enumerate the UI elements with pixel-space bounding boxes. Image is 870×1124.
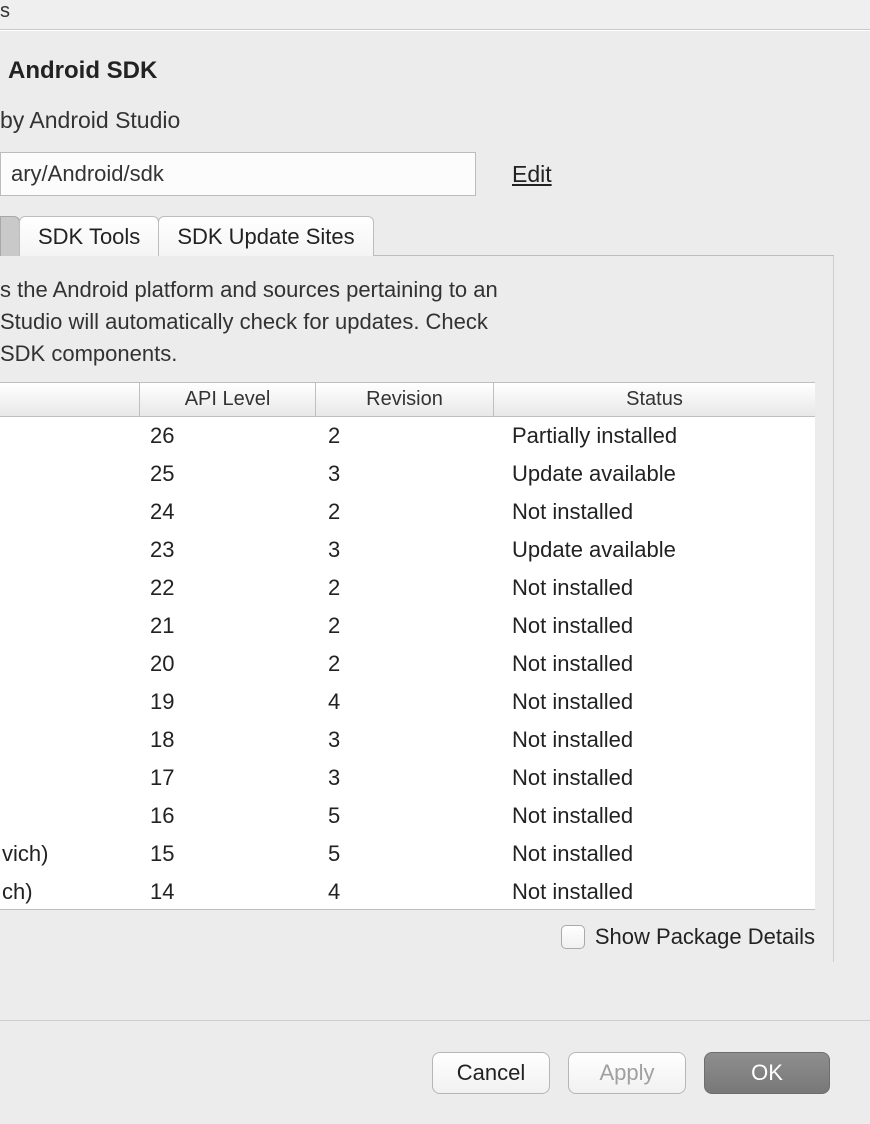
cell-status: Not installed — [494, 613, 815, 639]
table-row[interactable]: 194Not installed — [0, 683, 815, 721]
tab-sdk-tools[interactable]: SDK Tools — [19, 216, 159, 256]
cell-name: ch) — [0, 879, 140, 905]
cell-status: Update available — [494, 461, 815, 487]
cancel-button[interactable]: Cancel — [432, 1052, 550, 1094]
button-label: Cancel — [457, 1060, 525, 1086]
show-package-details-checkbox[interactable] — [561, 925, 585, 949]
cell-status: Not installed — [494, 841, 815, 867]
panel-inner: s the Android platform and sources perta… — [0, 256, 833, 962]
cell-api-level: 21 — [140, 613, 316, 639]
col-header-label: Revision — [366, 388, 443, 411]
show-package-details-label: Show Package Details — [595, 924, 815, 950]
table-row[interactable]: 222Not installed — [0, 569, 815, 607]
cell-revision: 4 — [316, 879, 494, 905]
cell-api-level: 25 — [140, 461, 316, 487]
cell-revision: 4 — [316, 689, 494, 715]
cell-status: Not installed — [494, 879, 815, 905]
col-header-name[interactable] — [0, 383, 140, 416]
cell-revision: 2 — [316, 613, 494, 639]
table-row[interactable]: 212Not installed — [0, 607, 815, 645]
col-header-api-level[interactable]: API Level — [140, 383, 316, 416]
cell-revision: 2 — [316, 423, 494, 449]
cell-status: Partially installed — [494, 423, 815, 449]
cell-status: Not installed — [494, 765, 815, 791]
cell-api-level: 22 — [140, 575, 316, 601]
cell-status: Not installed — [494, 803, 815, 829]
tab-label: SDK Tools — [38, 224, 140, 250]
cell-api-level: 15 — [140, 841, 316, 867]
button-label: Apply — [599, 1060, 654, 1086]
dialog-footer: Cancel Apply OK — [0, 1020, 870, 1124]
cell-api-level: 14 — [140, 879, 316, 905]
sdk-table: API Level Revision Status 262Partially i… — [0, 382, 815, 910]
table-row[interactable]: 233Update available — [0, 531, 815, 569]
tab-sdk-update-sites[interactable]: SDK Update Sites — [158, 216, 373, 256]
tab-label: SDK Update Sites — [177, 224, 354, 250]
table-row[interactable]: vich)155Not installed — [0, 835, 815, 873]
cell-revision: 3 — [316, 537, 494, 563]
cell-api-level: 20 — [140, 651, 316, 677]
table-row[interactable]: 253Update available — [0, 455, 815, 493]
cell-revision: 3 — [316, 765, 494, 791]
window-title-fragment: s — [0, 0, 10, 22]
cell-api-level: 19 — [140, 689, 316, 715]
cell-status: Not installed — [494, 689, 815, 715]
cell-api-level: 16 — [140, 803, 316, 829]
button-label: OK — [751, 1060, 783, 1086]
table-row[interactable]: ch)144Not installed — [0, 873, 815, 909]
cell-revision: 5 — [316, 841, 494, 867]
table-row[interactable]: 183Not installed — [0, 721, 815, 759]
cell-revision: 2 — [316, 499, 494, 525]
description-line: s the Android platform and sources perta… — [0, 274, 815, 306]
cell-api-level: 24 — [140, 499, 316, 525]
cell-status: Update available — [494, 537, 815, 563]
cell-revision: 3 — [316, 461, 494, 487]
edit-link[interactable]: Edit — [512, 161, 552, 188]
apply-button[interactable]: Apply — [568, 1052, 686, 1094]
sdk-path-input[interactable] — [0, 152, 476, 196]
sdk-path-row: Edit — [0, 150, 870, 216]
cell-status: Not installed — [494, 727, 815, 753]
table-row[interactable]: 202Not installed — [0, 645, 815, 683]
cell-status: Not installed — [494, 651, 815, 677]
col-header-status[interactable]: Status — [494, 383, 815, 416]
table-row[interactable]: 165Not installed — [0, 797, 815, 835]
table-row[interactable]: 242Not installed — [0, 493, 815, 531]
table-row[interactable]: 173Not installed — [0, 759, 815, 797]
cell-api-level: 26 — [140, 423, 316, 449]
col-header-revision[interactable]: Revision — [316, 383, 494, 416]
cell-revision: 5 — [316, 803, 494, 829]
ok-button[interactable]: OK — [704, 1052, 830, 1094]
cell-api-level: 18 — [140, 727, 316, 753]
cell-status: Not installed — [494, 575, 815, 601]
col-header-label: API Level — [185, 388, 271, 411]
below-table-row: Show Package Details — [0, 910, 815, 950]
cell-api-level: 17 — [140, 765, 316, 791]
tab-panel: s the Android platform and sources perta… — [0, 255, 834, 962]
cell-api-level: 23 — [140, 537, 316, 563]
tab-sdk-platforms-partial[interactable] — [0, 216, 20, 256]
section-subtitle: by Android Studio — [0, 103, 870, 150]
table-header: API Level Revision Status — [0, 383, 815, 417]
cell-name: vich) — [0, 841, 140, 867]
table-body: 262Partially installed253Update availabl… — [0, 417, 815, 909]
description-line: SDK components. — [0, 338, 815, 370]
panel-description: s the Android platform and sources perta… — [0, 274, 815, 382]
cell-revision: 2 — [316, 575, 494, 601]
col-header-label: Status — [626, 388, 683, 411]
cell-status: Not installed — [494, 499, 815, 525]
tab-bar: SDK Tools SDK Update Sites — [0, 216, 870, 256]
section-title: Android SDK — [0, 31, 870, 103]
cell-revision: 3 — [316, 727, 494, 753]
window-titlebar: s — [0, 0, 870, 30]
table-row[interactable]: 262Partially installed — [0, 417, 815, 455]
main-content: Android SDK by Android Studio Edit SDK T… — [0, 30, 870, 962]
cell-revision: 2 — [316, 651, 494, 677]
description-line: Studio will automatically check for upda… — [0, 306, 815, 338]
